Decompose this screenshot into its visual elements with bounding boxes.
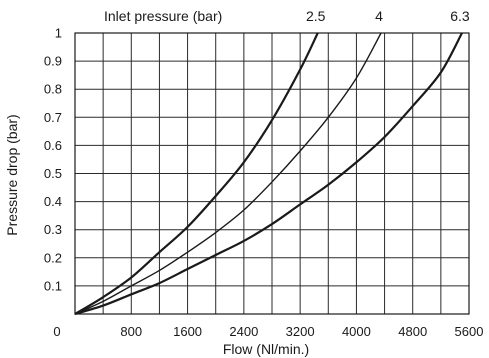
y-tick-label: 0.9 (44, 54, 62, 69)
x-tick-label: 3200 (286, 324, 315, 339)
series-line-6-3 (74, 32, 463, 316)
series-line-4 (74, 32, 382, 315)
y-tick-label: 0.6 (44, 138, 62, 153)
x-tick-label: 4000 (342, 324, 371, 339)
y-tick-label: 0.2 (44, 250, 62, 265)
x-tick-label: 5600 (455, 324, 484, 339)
y-tick-label: 1 (55, 26, 62, 41)
series-label-6-3: 6.3 (450, 8, 470, 24)
series-label-4: 4 (375, 8, 383, 24)
series-labels: 2.5 4 6.3 (306, 8, 470, 24)
top-label: Inlet pressure (bar) (104, 8, 222, 24)
y-tick-label: 0.5 (44, 166, 62, 181)
x-tick-label: 1600 (173, 324, 202, 339)
x-tick-label: 2400 (229, 324, 258, 339)
series-lines (74, 32, 463, 316)
y-tick-label: 0.8 (44, 82, 62, 97)
y-tick-label: 0.1 (44, 278, 62, 293)
x-tick-label: 0 (53, 324, 60, 339)
series-label-2-5: 2.5 (306, 8, 326, 24)
x-tick-label: 800 (120, 324, 142, 339)
y-tick-label: 0.7 (44, 110, 62, 125)
tick-labels: 0 800 1600 2400 3200 4000 4800 5600 0.1 0.2 0.3 0.4… (44, 26, 484, 340)
x-tick-label: 4800 (398, 324, 427, 339)
grid (74, 32, 470, 315)
y-axis-label: Pressure drop (bar) (4, 114, 20, 235)
y-tick-label: 0.3 (44, 222, 62, 237)
plot-frame (74, 32, 470, 315)
series-line-2-5 (74, 32, 319, 315)
x-axis-label: Flow (Nl/min.) (223, 341, 309, 357)
y-tick-label: 0.4 (44, 194, 62, 209)
